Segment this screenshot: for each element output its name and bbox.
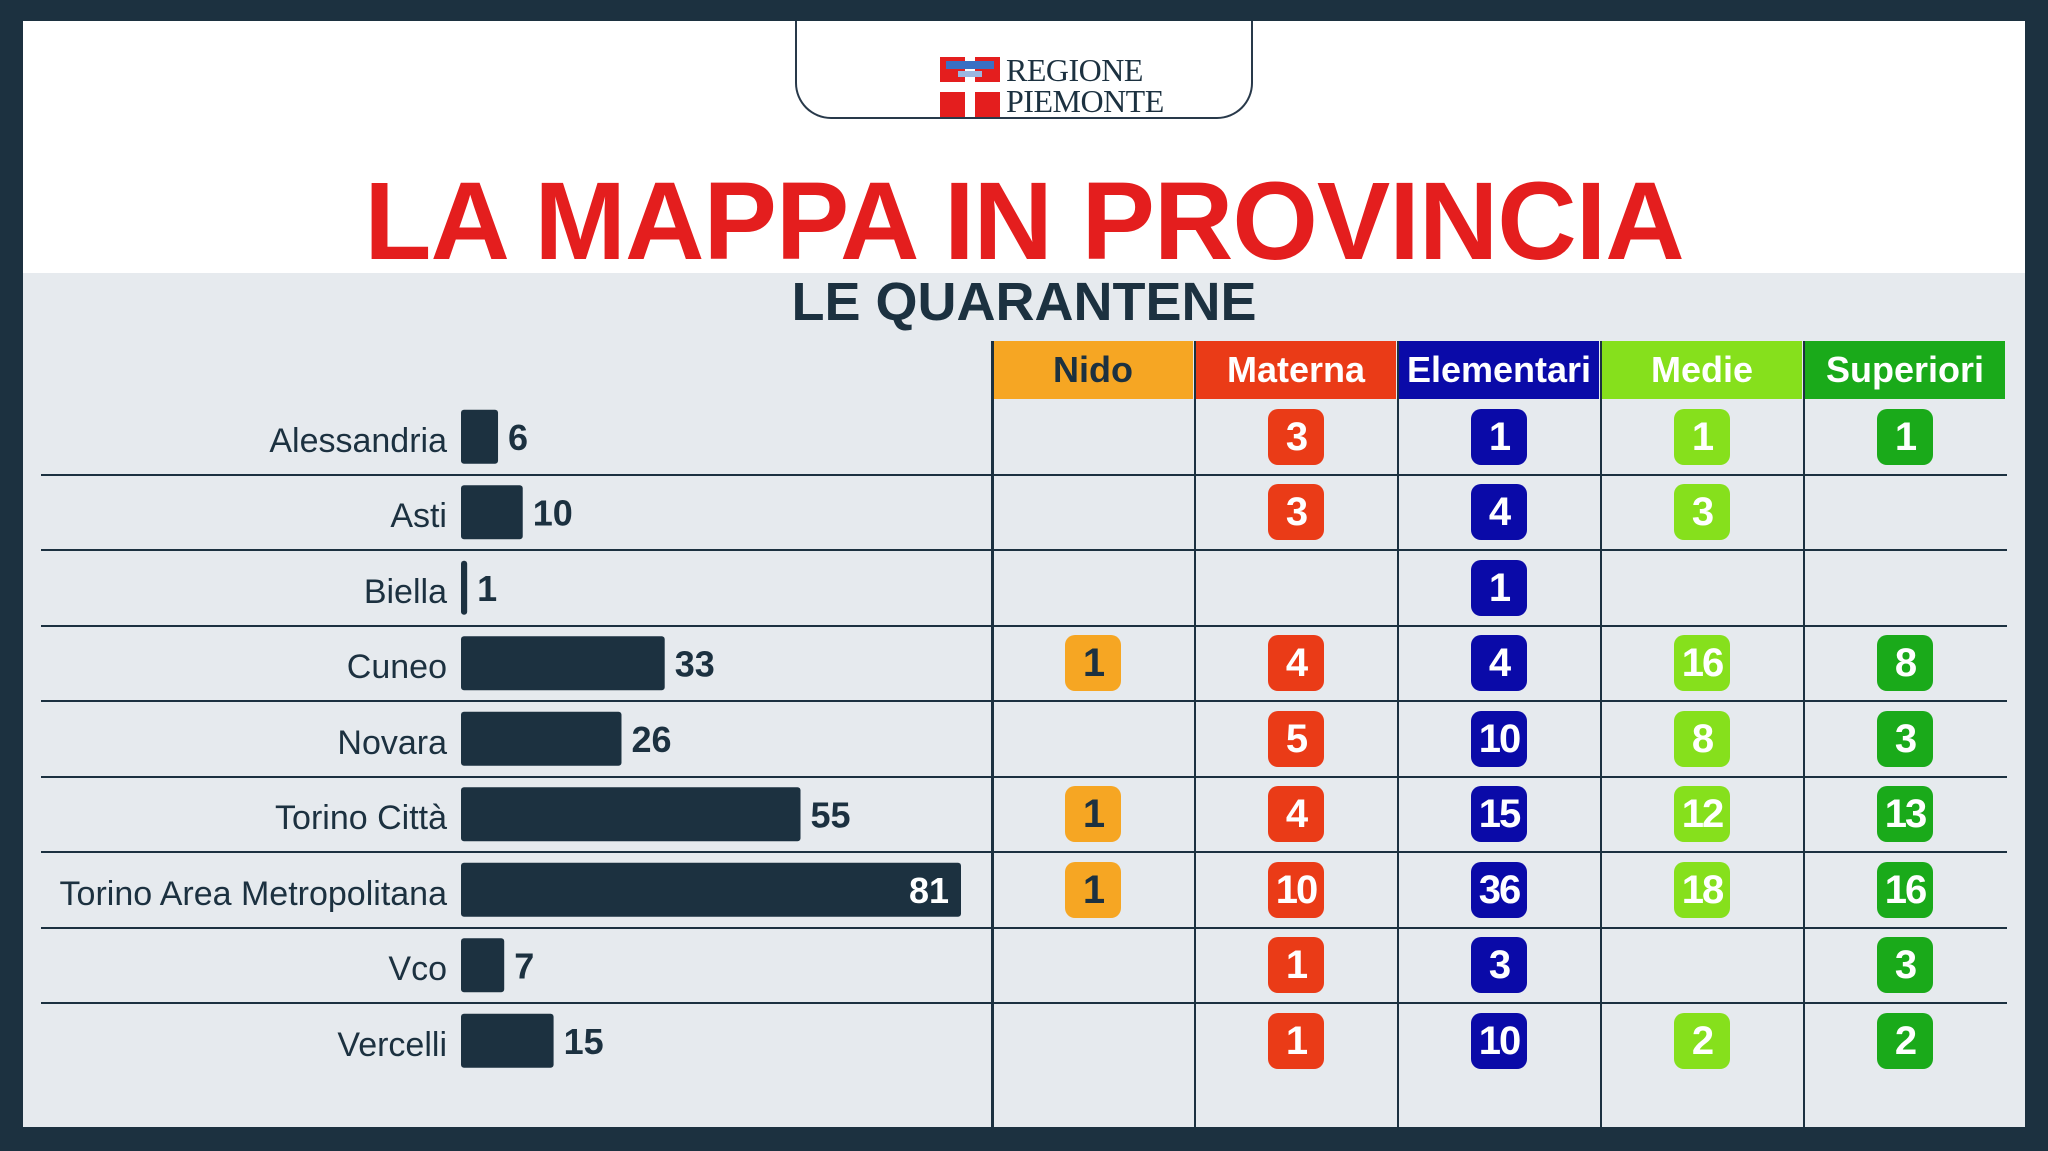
badge-nido: 1	[1065, 786, 1121, 843]
province-label: Biella	[363, 572, 447, 611]
col-header-medie: Medie	[1602, 341, 1802, 399]
bar-value-label: 6	[508, 417, 528, 458]
badge-medie: 8	[1674, 710, 1730, 767]
row-divider	[41, 851, 2007, 853]
bar-value-label: 55	[811, 794, 851, 835]
bar	[461, 862, 961, 917]
col-header-superiori: Superiori	[1805, 341, 2005, 399]
badge-elementari: 3	[1471, 937, 1527, 994]
badge-medie: 12	[1674, 786, 1730, 843]
badge-materna: 5	[1268, 710, 1324, 767]
row-divider	[41, 624, 2007, 627]
badge-medie: 16	[1674, 635, 1730, 692]
badge-superiori: 2	[1877, 1012, 1933, 1069]
bar	[461, 1013, 554, 1068]
page-subtitle: LE QUARANTENE	[791, 272, 1257, 332]
badge-materna: 1	[1268, 1012, 1324, 1069]
col-divider	[1397, 341, 1399, 1127]
bar-value-label: 7	[514, 945, 534, 986]
badge-superiori: 1	[1877, 408, 1933, 465]
badge-elementari: 4	[1471, 484, 1527, 541]
badge-materna: 3	[1268, 408, 1324, 465]
regione-piemonte-logo-icon	[940, 57, 1000, 117]
col-divider	[1194, 341, 1196, 1127]
badge-elementari: 1	[1471, 559, 1527, 616]
badge-nido: 1	[1065, 861, 1121, 918]
bar-value-label: 1	[477, 568, 497, 609]
badge-superiori: 8	[1877, 635, 1933, 692]
badge-nido: 1	[1065, 635, 1121, 692]
badge-elementari: 4	[1471, 635, 1527, 692]
badge-superiori: 16	[1877, 861, 1933, 918]
badge-materna: 1	[1268, 937, 1324, 994]
province-label: Alessandria	[269, 421, 447, 460]
col-header-elementari: Elementari	[1399, 341, 1599, 399]
bar	[461, 560, 468, 615]
province-label: Vco	[388, 950, 447, 989]
bar	[461, 938, 505, 993]
row-divider	[41, 775, 2007, 778]
badge-materna: 4	[1268, 635, 1324, 692]
logo-tab	[795, 21, 1253, 119]
badge-elementari: 15	[1471, 786, 1527, 843]
province-label: Torino Città	[275, 799, 447, 838]
row-divider	[41, 1002, 2007, 1004]
row-divider	[41, 549, 2007, 551]
bar	[461, 409, 499, 464]
row-divider	[41, 926, 2007, 929]
bar-value-label: 10	[533, 492, 573, 533]
row-divider	[41, 700, 2007, 702]
col-divider	[1600, 341, 1602, 1127]
province-label: Asti	[390, 497, 447, 536]
logo-line-2: PIEMONTE	[1006, 83, 1164, 119]
province-label: Torino Area Metropolitana	[59, 874, 447, 913]
badge-superiori: 3	[1877, 937, 1933, 994]
badge-medie: 3	[1674, 484, 1730, 541]
badge-medie: 18	[1674, 861, 1730, 918]
province-label: Cuneo	[346, 648, 447, 687]
badge-materna: 4	[1268, 786, 1324, 843]
badge-elementari: 1	[1471, 408, 1527, 465]
province-label: Vercelli	[337, 1025, 447, 1064]
row-divider	[41, 473, 2007, 476]
col-header-nido: Nido	[993, 341, 1193, 399]
badge-elementari: 10	[1471, 710, 1527, 767]
badge-elementari: 36	[1471, 861, 1527, 918]
logo-line-1: REGIONE	[1006, 52, 1143, 88]
bar-value-label: 81	[909, 870, 949, 911]
badge-elementari: 10	[1471, 1012, 1527, 1069]
badge-superiori: 13	[1877, 786, 1933, 843]
page-title: LA MAPPA IN PROVINCIA	[364, 160, 1684, 283]
bar-value-label: 26	[631, 719, 671, 760]
col-divider	[991, 341, 994, 1127]
col-divider	[1803, 341, 1805, 1127]
col-header-materna: Materna	[1196, 341, 1396, 399]
bar	[461, 636, 665, 691]
bar-value-label: 33	[675, 643, 715, 684]
badge-medie: 1	[1674, 408, 1730, 465]
logo-wordmark: REGIONE PIEMONTE	[1006, 52, 1164, 119]
bar-value-label: 15	[564, 1021, 604, 1062]
badge-materna: 3	[1268, 484, 1324, 541]
badge-materna: 10	[1268, 861, 1324, 918]
province-label: Novara	[337, 723, 447, 762]
infographic-panel: REGIONE PIEMONTE LA MAPPA IN PROVINCIA L…	[23, 21, 2025, 1127]
bar	[461, 485, 523, 540]
bar	[461, 711, 622, 766]
badge-superiori: 3	[1877, 710, 1933, 767]
badge-medie: 2	[1674, 1012, 1730, 1069]
bar	[461, 787, 801, 842]
